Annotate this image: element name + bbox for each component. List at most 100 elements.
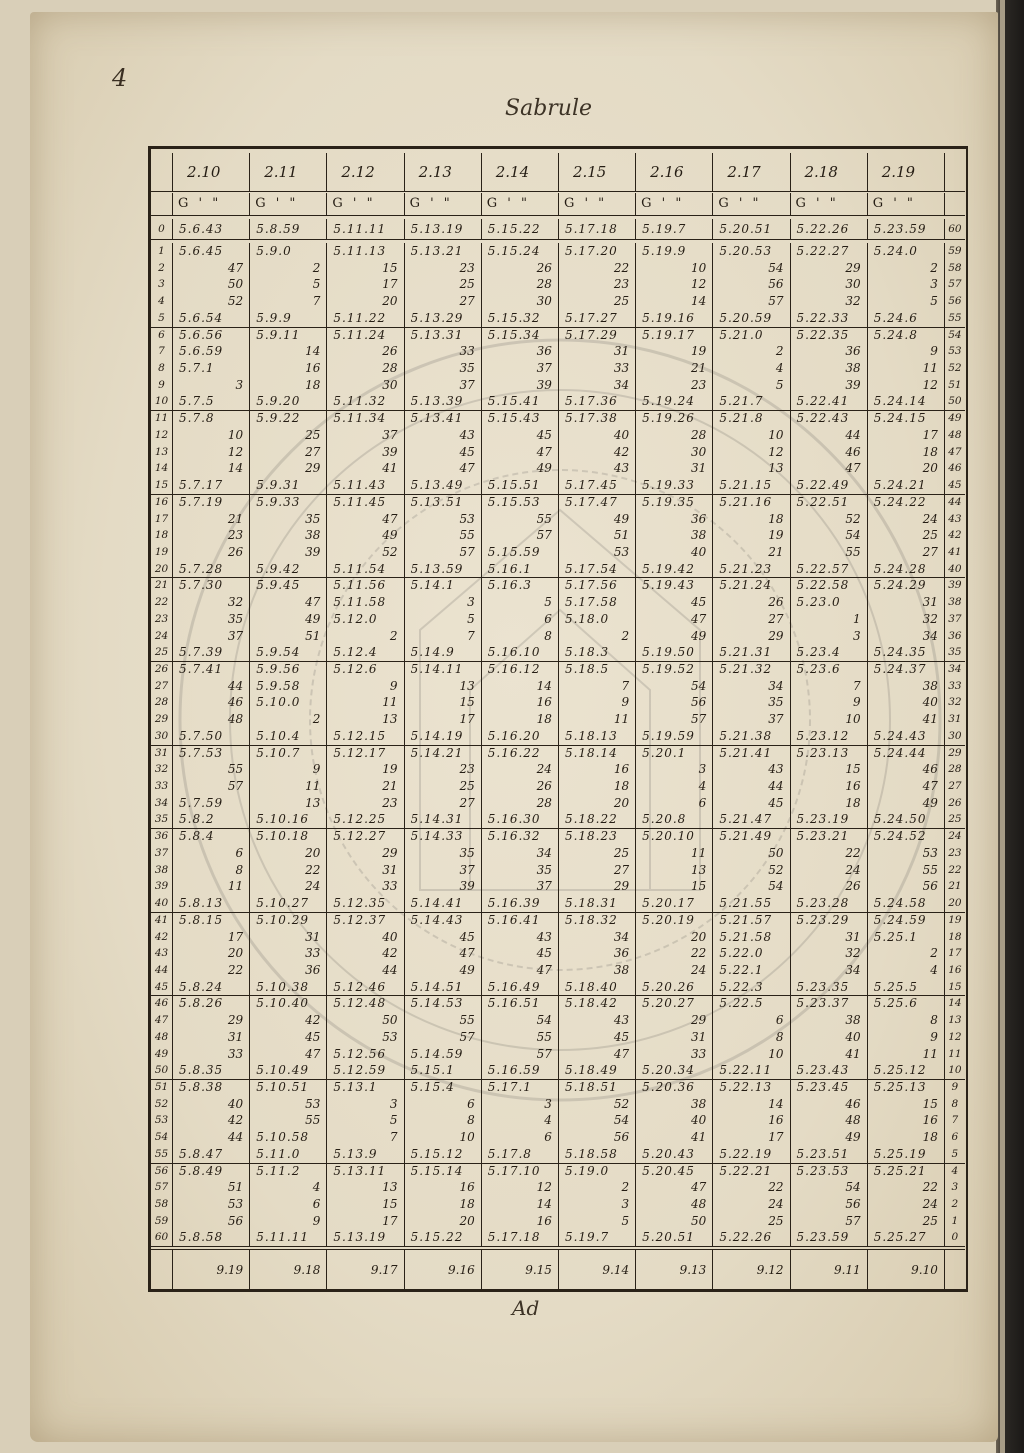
table-cell: 9: [791, 694, 868, 712]
table-cell: 24: [868, 1196, 945, 1213]
table-cell: 47: [791, 460, 868, 478]
table-cell: 11: [868, 360, 945, 377]
table-cell: 31: [636, 460, 714, 478]
table-cell: 38: [636, 1095, 714, 1113]
table-cell: 29: [173, 1012, 251, 1029]
table-cell: 7: [559, 677, 637, 695]
row-reverse-index: 25: [948, 813, 962, 826]
table-cell: 5.22.58: [791, 577, 868, 595]
row-reverse-index: 34: [948, 663, 962, 675]
column-header: 2.16: [636, 153, 714, 191]
table-cell: 5.10.27: [250, 895, 328, 912]
table-cell: 49: [405, 961, 482, 979]
table-cell: 6: [250, 1196, 328, 1213]
row-reverse-index: 47: [948, 445, 962, 458]
table-cell: 5.18.23: [559, 828, 637, 845]
unit-spacer: [151, 193, 173, 215]
table-cell: 5.19.42: [636, 560, 714, 578]
table-cell: 5.13.51: [405, 493, 482, 511]
table-cell: 5.6.59: [173, 343, 251, 361]
row-minute-index: 56: [151, 1162, 173, 1180]
row-minute-index: 28: [151, 694, 173, 712]
table-cell: 25: [868, 1212, 945, 1230]
table-cell: 5.24.43: [868, 727, 945, 745]
table-cell: 5.13.31: [405, 326, 482, 344]
table-cell: 3: [636, 761, 714, 779]
table-cell: 20: [868, 460, 945, 478]
table-cell: 47: [405, 460, 482, 478]
table-cell: 15: [405, 694, 482, 712]
row-minute-index: 3: [151, 276, 173, 294]
column-footer: 9.13: [636, 1250, 714, 1290]
manuscript-page: [30, 12, 998, 1442]
unit-header: G ' ": [327, 193, 405, 215]
table-cell: 5.11.54: [327, 560, 405, 578]
table-cell: 5.14.41: [405, 895, 482, 912]
table-cell: 12: [713, 443, 791, 461]
table-cell: 37: [482, 360, 559, 377]
table-row: 26 5.7.41 5.9.56 5.12.6 5.14.11 5.16.12 5.18.5…: [151, 661, 965, 678]
table-cell: 55: [482, 1028, 559, 1046]
table-cell: 5.15.12: [405, 1145, 482, 1163]
table-cell: 5.8.38: [173, 1079, 251, 1096]
table-cell: 5.15.59: [482, 543, 559, 561]
table-cell: 40: [636, 543, 714, 561]
row-minute-index: 34: [151, 794, 173, 812]
row-reverse-index: 7: [951, 1114, 959, 1127]
table-row: 48 31 45 53 57 55 45 31 8 40 9 12: [151, 1028, 965, 1046]
table-cell: 24: [868, 510, 945, 528]
table-cell: 16: [868, 1112, 945, 1130]
table-cell: 2: [327, 627, 405, 645]
table-cell: 5.20.51: [636, 1229, 714, 1247]
table-cell: 5.16.3: [482, 577, 559, 595]
table-cell: 5.24.52: [868, 828, 945, 845]
table-cell: 5.19.59: [636, 727, 714, 745]
table-cell: 5.14.19: [405, 727, 482, 745]
table-cell: 5.7.50: [173, 727, 251, 745]
table-cell: 13: [405, 677, 482, 695]
table-cell: 5.17.47: [559, 493, 637, 511]
table-cell: 5.25.12: [868, 1062, 945, 1079]
table-cell: 28: [482, 276, 559, 294]
table-cell: 5.18.22: [559, 811, 637, 829]
table-cell: 9: [559, 694, 637, 712]
column-footer: 9.11: [791, 1250, 868, 1290]
table-cell: 40: [868, 694, 945, 712]
row-minute-index: 53: [151, 1112, 173, 1130]
table-cell: 17: [327, 1212, 405, 1230]
row-minute-index: 59: [151, 1212, 173, 1230]
table-cell: 50: [636, 1212, 714, 1230]
table-cell: 30: [327, 376, 405, 394]
table-cell: 57: [636, 711, 714, 728]
table-cell: 5.16.1: [482, 560, 559, 578]
table-cell: 42: [173, 1112, 251, 1130]
table-cell: 40: [173, 1095, 251, 1113]
table-cell: 5.7.59: [173, 794, 251, 812]
row-minute-index: 22: [151, 594, 173, 611]
table-row: 6 5.6.56 5.9.11 5.11.24 5.13.31 5.15.34 5.17.2…: [151, 326, 965, 344]
table-cell: 37: [405, 861, 482, 879]
table-cell: 5.7.19: [173, 493, 251, 511]
table-cell: 46: [791, 1095, 868, 1113]
table-cell: 5.24.22: [868, 493, 945, 511]
table-row: 18 23 38 49 55 57 51 38 19 54 25 42: [151, 527, 965, 544]
table-cell: 21: [327, 778, 405, 795]
table-cell: 8: [868, 1012, 945, 1029]
table-cell: 5.12.15: [327, 727, 405, 745]
table-cell: 54: [791, 1179, 868, 1197]
table-cell: 5.18.49: [559, 1062, 637, 1079]
row-minute-index: 27: [151, 677, 173, 695]
table-cell: 20: [327, 293, 405, 310]
row-reverse-index: 19: [948, 913, 962, 926]
table-cell: 5.19.17: [636, 326, 714, 344]
table-cell: 5.12.59: [327, 1062, 405, 1079]
table-cell: 1: [791, 610, 868, 628]
table-cell: 5.16.49: [482, 978, 559, 996]
table-cell: 5.18.58: [559, 1145, 637, 1163]
table-cell: 45: [482, 945, 559, 962]
table-cell: 5.22.57: [791, 560, 868, 578]
table-cell: 40: [791, 1028, 868, 1046]
table-cell: 5.15.14: [405, 1162, 482, 1180]
row-minute-index: 35: [151, 811, 173, 829]
row-minute-index: 5: [151, 309, 173, 327]
